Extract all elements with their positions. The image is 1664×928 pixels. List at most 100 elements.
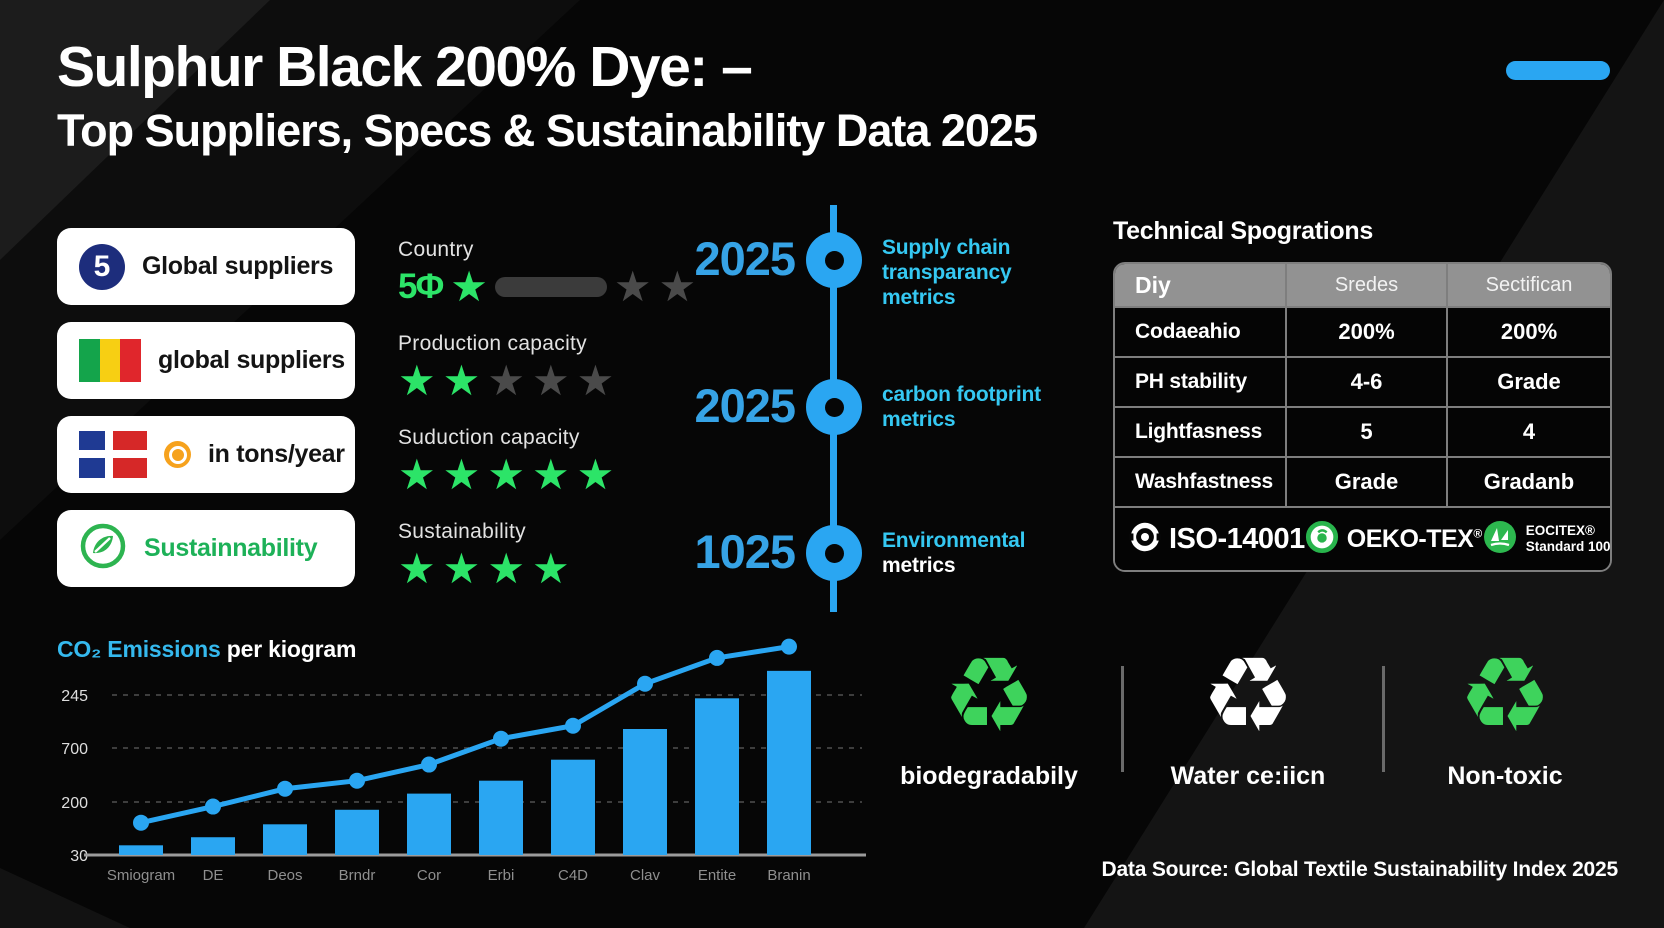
card-label: in tons/year — [208, 440, 345, 468]
star-icon: ★ — [398, 450, 436, 499]
y-tick-label: 700 — [61, 741, 88, 758]
iso-target-icon — [1129, 521, 1161, 558]
spec-value-cell: 4 — [1448, 408, 1610, 458]
timeline-label: carbon footprint metrics — [882, 383, 1142, 433]
rating-stars: 5Φ ★ ★ ★ — [398, 265, 696, 309]
timeline-label-line: carbon footprint — [882, 383, 1041, 406]
card-label: Global suppliers — [142, 252, 334, 280]
supplier-card: global suppliers — [57, 322, 355, 399]
x-tick-label: Clav — [630, 867, 661, 884]
x-tick-label: Erbi — [488, 867, 515, 884]
rating-stars: ★ ★ ★ ★ ★ — [398, 359, 696, 403]
trend-point — [565, 717, 581, 734]
flag-stripe — [120, 339, 142, 382]
trend-point — [493, 730, 509, 747]
trend-point — [349, 772, 365, 789]
star-icon: ★ — [531, 450, 570, 499]
page-title-line1: Sulphur Black 200% Dye: – — [57, 35, 753, 99]
certification-label-line: Standard 100 — [1525, 539, 1611, 554]
y-tick-label: 200 — [61, 795, 88, 812]
star-icon: ★ — [613, 262, 652, 311]
star-icon: ★ — [398, 544, 436, 593]
flag-stripe — [99, 339, 121, 382]
chart-title-rest: per kiogram — [220, 636, 357, 662]
spec-value-cell: Grade — [1448, 358, 1610, 408]
trend-point — [637, 675, 653, 692]
x-tick-label: Cor — [417, 867, 441, 884]
x-tick-label: Deos — [267, 867, 302, 884]
flag-quarter — [79, 431, 105, 450]
flag-stripe — [79, 339, 100, 382]
certification-badge: OEKO-TEX® — [1305, 520, 1482, 559]
leaf-svg — [80, 523, 126, 569]
x-tick-label: Branin — [767, 867, 810, 884]
chart-title: CO₂ Emissions per kiogram — [57, 636, 356, 663]
header: Sulphur Black 200% Dye: – Top Suppliers,… — [57, 35, 1038, 156]
timeline-label: Environmental metrics — [882, 529, 1142, 579]
star-icon: ★ — [450, 262, 488, 311]
recycle-icon: ♻ — [1458, 634, 1552, 756]
rating-label: Production capacity — [398, 332, 587, 355]
column-header: Sectifican — [1448, 264, 1610, 308]
flag-quarter — [113, 458, 147, 478]
certification-label: ISO-14001 — [1169, 522, 1305, 555]
timeline-label-line: metrics — [882, 553, 956, 577]
timeline-node-hole — [824, 543, 844, 563]
supplier-cards: 5 Global suppliers global suppliers in tons… — [57, 228, 355, 604]
oeko-ring-icon — [1305, 520, 1339, 559]
spec-name-cell: Washfastness — [1115, 458, 1287, 508]
bar-DE — [191, 837, 235, 855]
feature-label: Non-toxic — [1447, 762, 1563, 791]
bar-Branin — [767, 670, 811, 855]
bar-Cor — [407, 793, 451, 855]
star-icon: ★ — [576, 356, 615, 405]
star-icon: ★ — [487, 450, 525, 499]
leaf-circle-icon — [79, 522, 127, 575]
timeline-year: 1025 — [694, 525, 796, 578]
star-icon: ★ — [398, 356, 436, 405]
feature-divider — [1382, 666, 1385, 772]
bar-Brndr — [335, 809, 379, 855]
spec-value-cell: Grade — [1287, 458, 1448, 508]
x-tick-label: Entite — [698, 867, 736, 884]
orange-ring-inner — [168, 445, 187, 464]
column-header: Diy — [1115, 264, 1287, 308]
supplier-card: in tons/year — [57, 416, 355, 493]
bar-Smiogram — [119, 845, 163, 855]
tech-table-title: Technical Spogrations — [1113, 217, 1373, 245]
certification-row: ISO-14001 OEKO-TEX® EOCITEX® Standard 100 — [1115, 508, 1610, 570]
chart-title-accent: CO₂ Emissions — [57, 636, 221, 662]
rating-group: Sustainability ★ ★ ★ ★ — [398, 520, 696, 591]
x-tick-label: DE — [203, 867, 224, 884]
certification-label-line: EOCITEX® — [1525, 523, 1595, 539]
timeline-node-icon — [806, 525, 862, 581]
x-tick-label: C4D — [558, 867, 588, 884]
spec-value-cell: 5 — [1287, 408, 1448, 458]
feature-label: biodegradabily — [900, 762, 1078, 791]
timeline-label-line: metrics — [882, 285, 956, 309]
feature-label: Water ce:iicn — [1170, 762, 1326, 791]
spec-value-cell: 200% — [1448, 308, 1610, 358]
trend-point — [133, 814, 149, 831]
spec-name-cell: Lightfasness — [1115, 408, 1287, 458]
rating-group: Suduction capacity ★ ★ ★ ★ ★ — [398, 426, 696, 497]
flag-quarter — [79, 458, 105, 478]
recycle-icon: ♻ — [1201, 634, 1295, 756]
y-tick-label: 30 — [70, 848, 88, 865]
certification-badge: ISO-14001 — [1129, 521, 1305, 558]
page-title-line2: Top Suppliers, Specs & Sustainability Da… — [57, 104, 1038, 156]
timeline-node-icon — [806, 379, 862, 435]
timeline-label: Supply chain transparancy metrics — [882, 236, 1142, 310]
star-icon: ★ — [487, 356, 525, 405]
supplier-card: Sustainnability — [57, 510, 355, 587]
rating-prefix: 5Φ — [398, 267, 444, 306]
spec-name-cell: PH stability — [1115, 358, 1287, 408]
star-icon: ★ — [487, 544, 525, 593]
star-smear — [494, 277, 607, 297]
mali-flag-icon — [79, 339, 142, 382]
timeline-node-icon — [806, 232, 862, 288]
feature-badge: ♻ biodegradabily — [900, 642, 1078, 791]
feature-badge: ♻ Water ce:iicn — [1171, 642, 1326, 791]
ecotex-leaf-icon — [1482, 519, 1518, 560]
